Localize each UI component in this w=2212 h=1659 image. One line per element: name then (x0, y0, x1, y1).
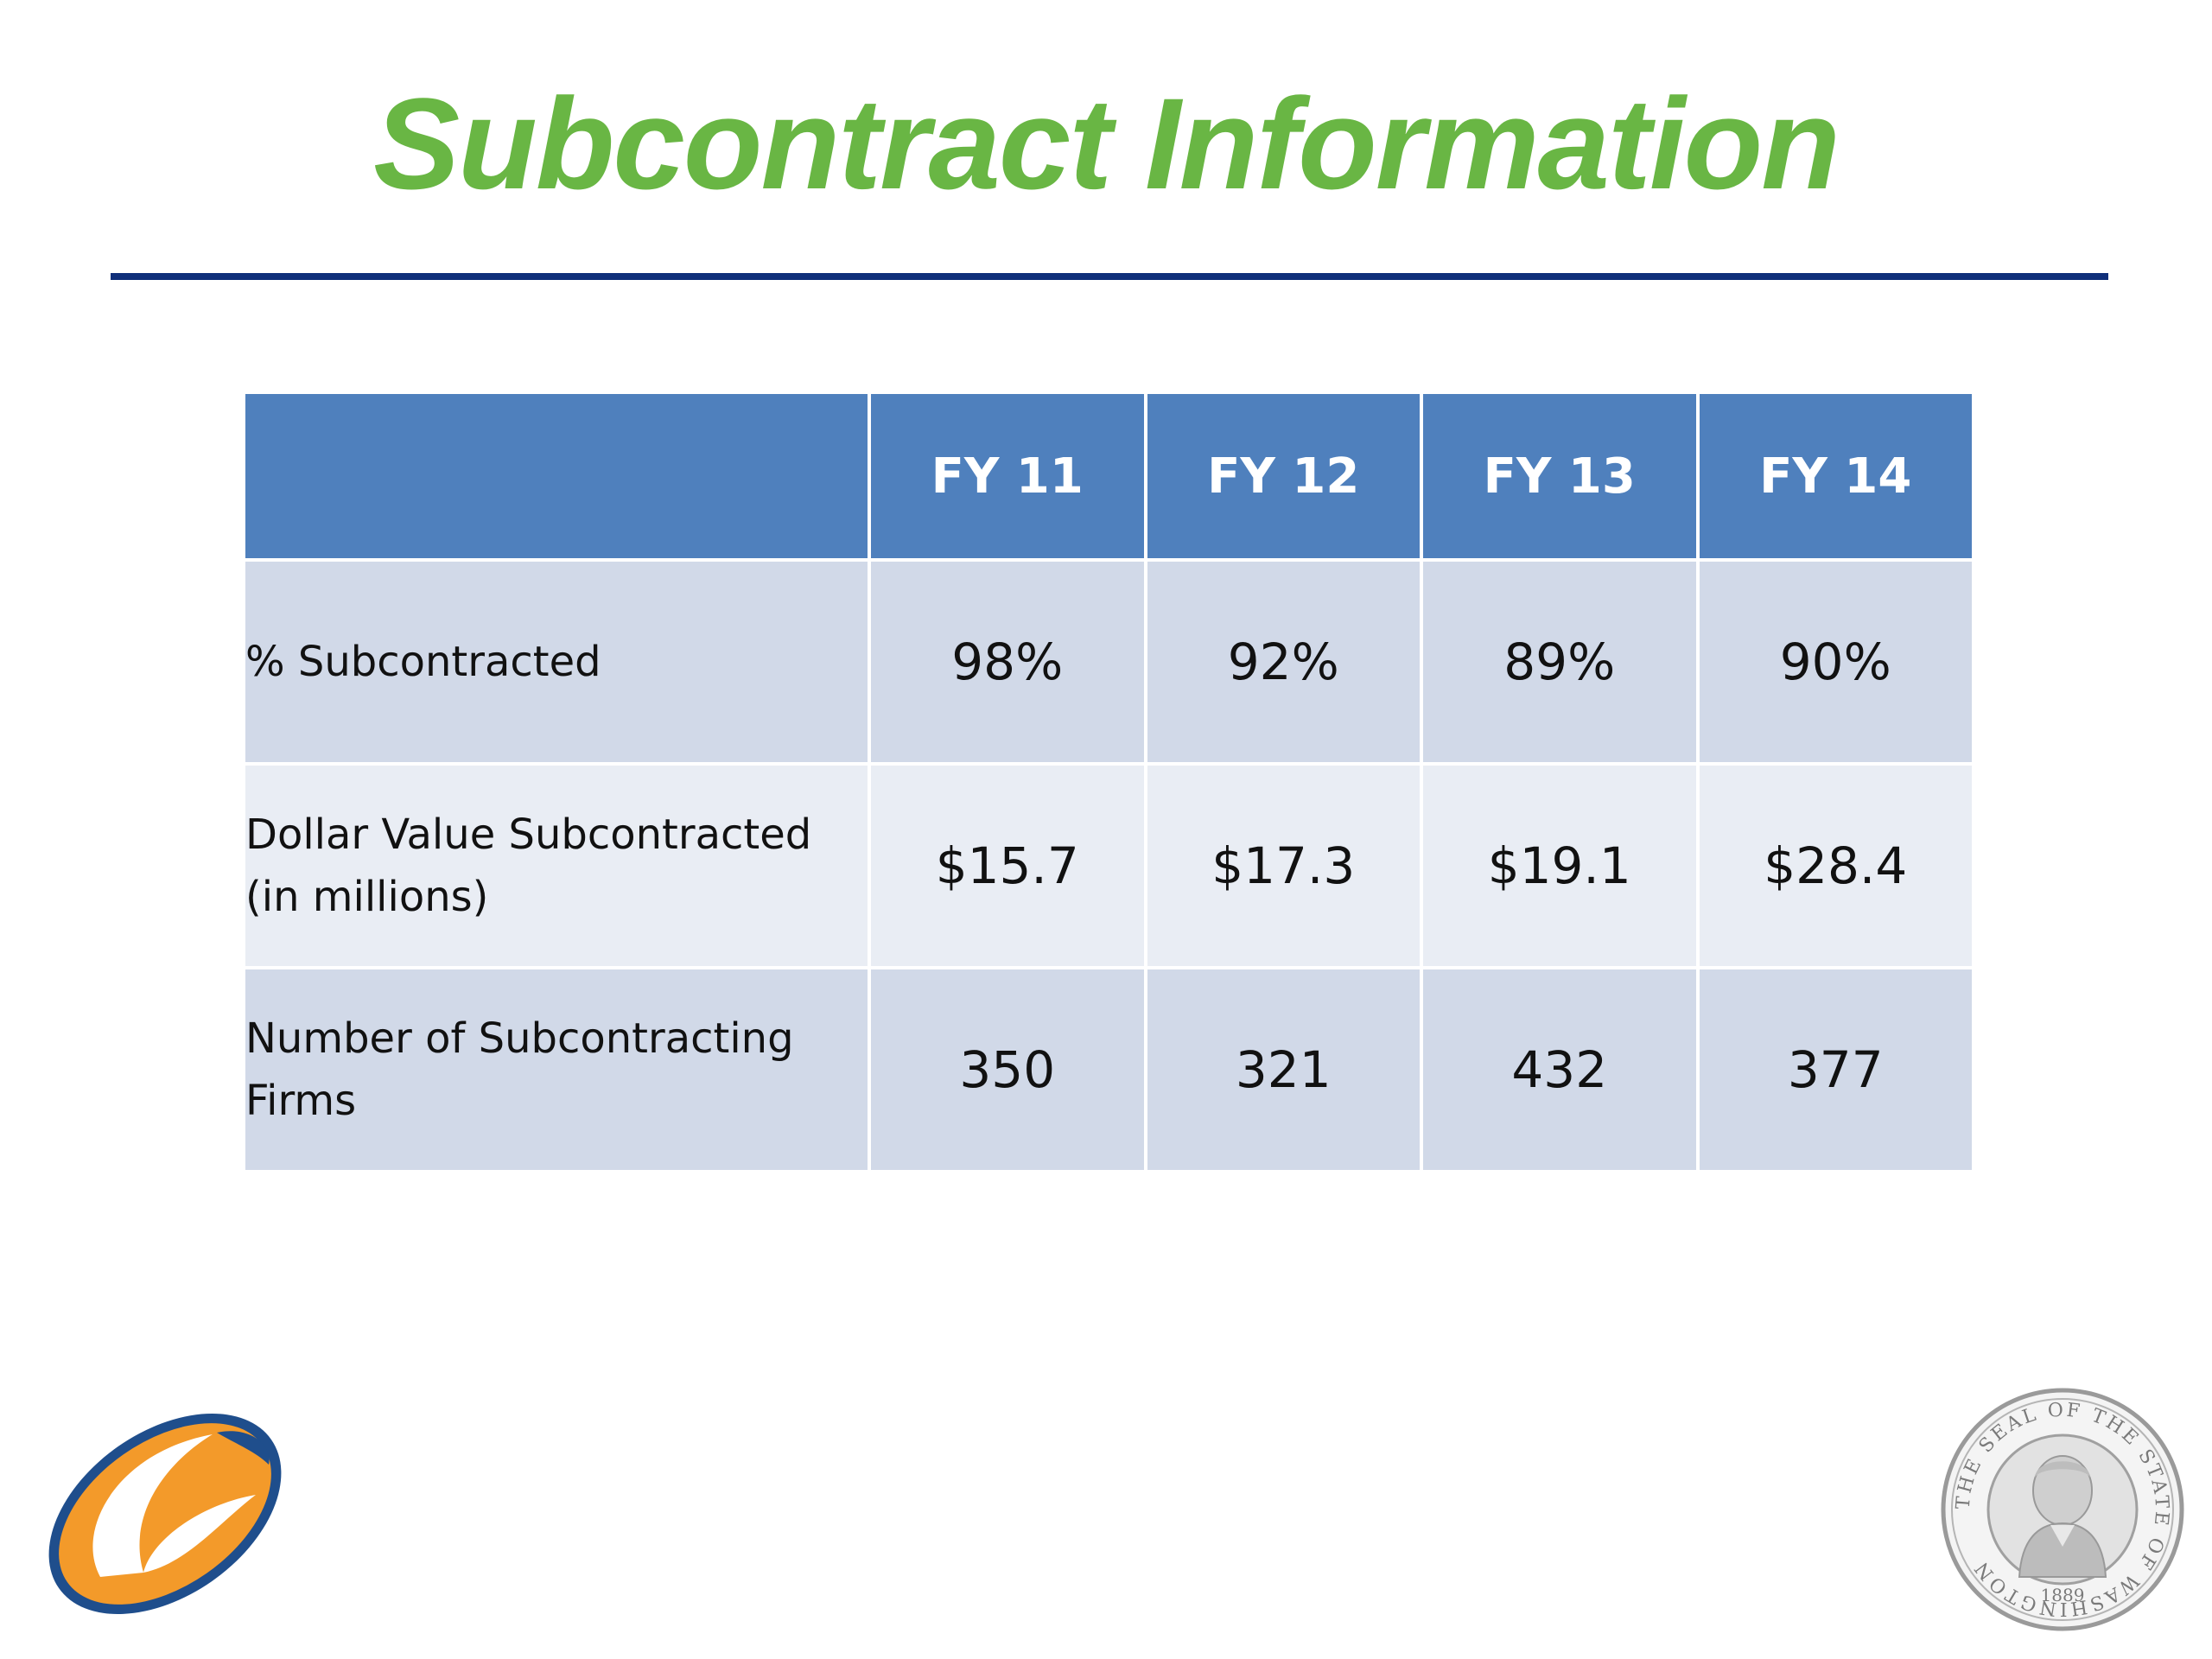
table-cell: $19.1 (1423, 766, 1696, 966)
table-cell: $15.7 (871, 766, 1144, 966)
table-cell: 321 (1147, 969, 1420, 1170)
subcontract-table: FY 11 FY 12 FY 13 FY 14 % Subcontracted … (242, 391, 1975, 1173)
table-header-row: FY 11 FY 12 FY 13 FY 14 (245, 394, 1972, 558)
header-fy12: FY 12 (1147, 394, 1420, 558)
washington-state-seal-icon: THE SEAL OF THE STATE OF WASHINGTON 1889 (1941, 1388, 2184, 1631)
header-fy14: FY 14 (1699, 394, 1972, 558)
table-cell: 432 (1423, 969, 1696, 1170)
header-fy13: FY 13 (1423, 394, 1696, 558)
row-label-number-of-firms: Number of Subcontracting Firms (245, 969, 868, 1170)
title-divider (111, 273, 2108, 280)
header-corner-cell (245, 394, 868, 558)
row-label-line: Firms (245, 1077, 357, 1125)
table-row: Dollar Value Subcontracted (in millions)… (245, 766, 1972, 966)
row-label-line: % Subcontracted (245, 638, 601, 686)
table-cell: 89% (1423, 562, 1696, 762)
table-row: Number of Subcontracting Firms 350 321 4… (245, 969, 1972, 1170)
slide-title: Subcontract Information (373, 71, 1840, 216)
row-label-line: Number of Subcontracting (245, 1014, 794, 1063)
row-label-dollar-value: Dollar Value Subcontracted (in millions) (245, 766, 868, 966)
row-label-line: (in millions) (245, 873, 489, 921)
table-cell: 90% (1699, 562, 1972, 762)
table-cell: 98% (871, 562, 1144, 762)
table-cell: 92% (1147, 562, 1420, 762)
swoosh-logo-icon (48, 1413, 282, 1615)
table-cell: 377 (1699, 969, 1972, 1170)
header-fy11: FY 11 (871, 394, 1144, 558)
table-cell: 350 (871, 969, 1144, 1170)
table-cell: $17.3 (1147, 766, 1420, 966)
row-label-line: Dollar Value Subcontracted (245, 810, 812, 859)
table-row: % Subcontracted 98% 92% 89% 90% (245, 562, 1972, 762)
svg-text:1889: 1889 (2041, 1585, 2085, 1605)
row-label-percent-subcontracted: % Subcontracted (245, 562, 868, 762)
table-cell: $28.4 (1699, 766, 1972, 966)
